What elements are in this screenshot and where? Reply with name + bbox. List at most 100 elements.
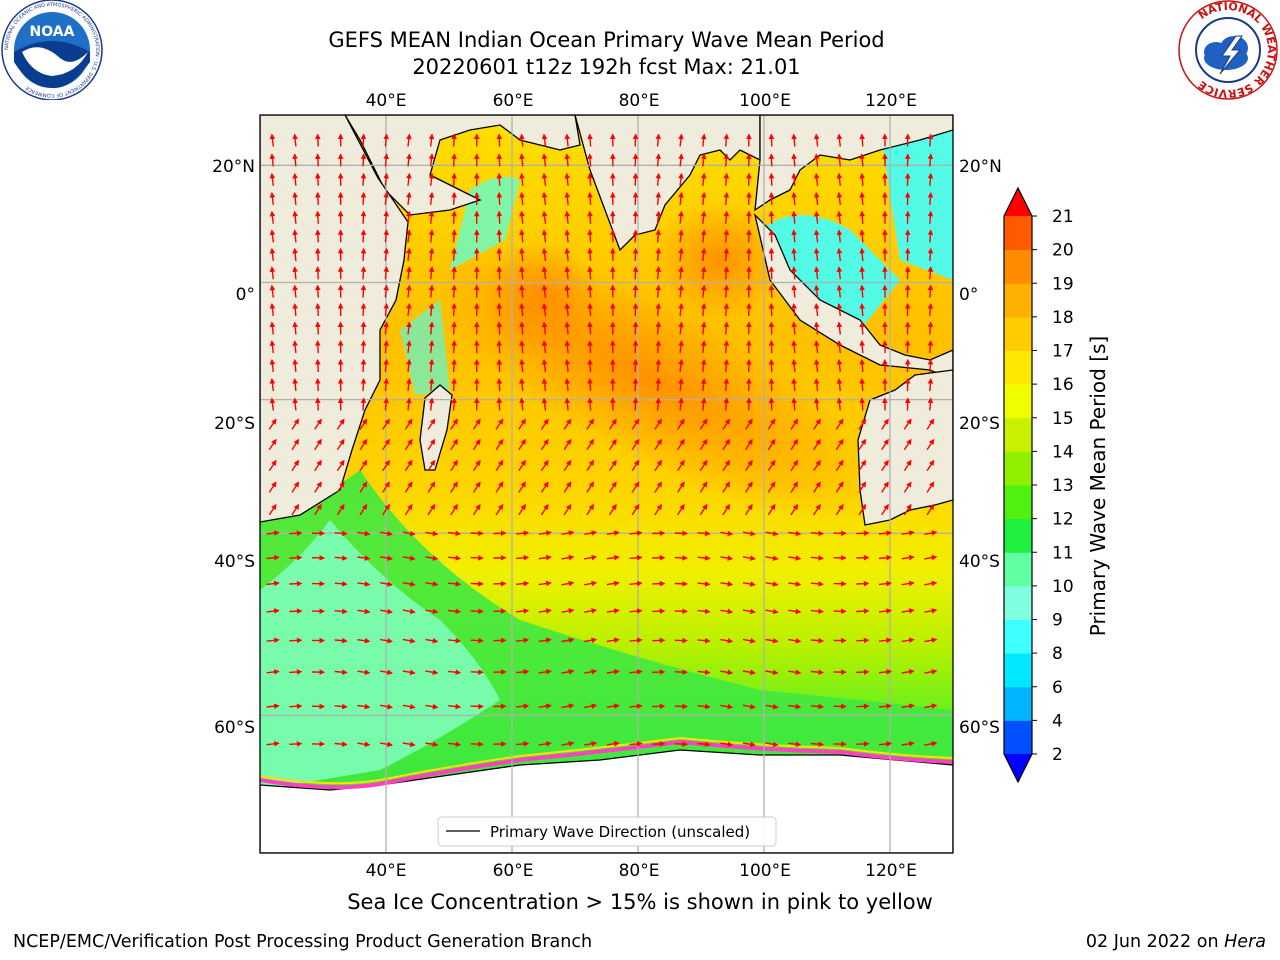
wave-arrow-440 bbox=[723, 397, 730, 411]
wave-arrow-224 bbox=[587, 266, 593, 280]
wave-arrow-235 bbox=[836, 266, 843, 280]
wave-arrow-638 bbox=[448, 555, 462, 561]
wave-arrow-672 bbox=[538, 580, 552, 587]
wave-arrow-325 bbox=[836, 321, 843, 335]
wave-arrow-354 bbox=[813, 340, 820, 354]
wave-arrow-172 bbox=[768, 229, 775, 243]
wave-arrow-431 bbox=[519, 397, 525, 411]
wave-arrow-136 bbox=[632, 210, 639, 224]
wave-arrow-173 bbox=[791, 229, 797, 243]
wave-arrow-826 bbox=[629, 741, 643, 747]
colorbar-tick-label-3: 8 bbox=[1052, 644, 1063, 664]
wave-arrow-477 bbox=[881, 418, 889, 430]
wave-arrow-18 bbox=[678, 133, 684, 147]
wave-arrow-295 bbox=[836, 302, 843, 317]
wave-arrow-829 bbox=[697, 741, 711, 747]
wave-arrow-788 bbox=[448, 703, 462, 710]
wave-arrow-91 bbox=[292, 191, 298, 205]
wave-arrow-269 bbox=[927, 284, 934, 298]
wave-arrow-257 bbox=[655, 284, 662, 298]
wave-arrow-614 bbox=[584, 530, 598, 536]
wave-arrow-131 bbox=[519, 210, 525, 224]
wave-arrow-6 bbox=[406, 133, 412, 147]
lat-label-left-20s: 20°S bbox=[214, 414, 255, 434]
wave-arrow-73 bbox=[564, 172, 571, 186]
wave-arrow-766 bbox=[629, 669, 643, 675]
wave-arrow-106 bbox=[632, 191, 639, 206]
wave-arrow-444 bbox=[813, 397, 820, 411]
wave-arrow-361 bbox=[292, 358, 298, 372]
wave-arrow-53 bbox=[791, 153, 797, 167]
wave-arrow-349 bbox=[700, 340, 707, 354]
wave-arrow-322 bbox=[768, 321, 775, 335]
wave-arrow-688 bbox=[901, 580, 915, 587]
wave-arrow-839 bbox=[924, 741, 938, 747]
wave-arrow-747 bbox=[878, 637, 893, 644]
wave-arrow-346 bbox=[632, 340, 639, 354]
wave-arrow-415 bbox=[836, 377, 843, 392]
wave-arrow-804 bbox=[810, 703, 825, 710]
wave-arrow-810 bbox=[266, 741, 280, 747]
wave-arrow-215 bbox=[383, 266, 389, 280]
wave-arrow-704 bbox=[584, 608, 598, 614]
wave-arrow-802 bbox=[765, 703, 779, 710]
wave-arrow-556 bbox=[631, 481, 640, 493]
wave-arrow-80 bbox=[723, 172, 730, 186]
wave-arrow-229 bbox=[700, 266, 707, 280]
wave-arrow-758 bbox=[448, 669, 462, 675]
wave-arrow-196 bbox=[632, 247, 639, 261]
lon-label-bottom-120: 120°E bbox=[865, 861, 917, 881]
wave-arrow-573 bbox=[336, 503, 345, 516]
wave-arrow-404 bbox=[587, 377, 593, 392]
wave-arrow-232 bbox=[768, 266, 775, 280]
wave-arrow-192 bbox=[541, 247, 548, 261]
wave-arrow-430 bbox=[496, 397, 503, 411]
wave-arrow-606 bbox=[402, 530, 416, 537]
wave-arrow-90 bbox=[269, 191, 276, 205]
wave-arrow-786 bbox=[402, 703, 416, 710]
colorbar-segment-12 bbox=[1004, 316, 1032, 351]
wave-arrow-613 bbox=[561, 530, 575, 536]
wave-arrow-478 bbox=[903, 418, 912, 430]
wave-arrow-549 bbox=[472, 481, 481, 493]
wave-arrow-450 bbox=[268, 418, 277, 430]
wave-arrow-278 bbox=[451, 302, 457, 317]
wave-arrow-184 bbox=[360, 247, 367, 261]
wave-arrow-546 bbox=[404, 481, 413, 493]
wave-arrow-817 bbox=[425, 741, 439, 747]
colorbar-segment-1 bbox=[1004, 686, 1032, 721]
wave-arrow-236 bbox=[859, 266, 865, 280]
wave-arrow-774 bbox=[810, 669, 825, 675]
wave-arrow-656 bbox=[856, 554, 870, 561]
wave-arrow-425 bbox=[383, 397, 389, 411]
wave-arrow-251 bbox=[519, 284, 525, 298]
wave-arrow-749 bbox=[924, 637, 938, 643]
wave-arrow-71 bbox=[519, 172, 525, 186]
wave-arrow-525 bbox=[608, 459, 617, 472]
wave-arrow-541 bbox=[291, 481, 300, 493]
wave-arrow-732 bbox=[538, 637, 552, 644]
wave-arrow-137 bbox=[655, 210, 662, 224]
wave-arrow-370 bbox=[496, 358, 503, 373]
wave-arrow-92 bbox=[315, 191, 321, 205]
lat-label-right-20n: 20°N bbox=[959, 157, 1002, 177]
wave-arrow-734 bbox=[584, 637, 598, 644]
wave-arrow-152 bbox=[315, 229, 321, 243]
wave-arrow-420 bbox=[269, 397, 276, 411]
wave-arrow-186 bbox=[406, 247, 412, 261]
wave-arrow-101 bbox=[519, 191, 525, 205]
wave-arrow-649 bbox=[697, 555, 711, 561]
wave-arrow-187 bbox=[428, 247, 435, 261]
wave-arrow-592 bbox=[767, 503, 776, 516]
wave-arrow-636 bbox=[402, 555, 416, 561]
wave-arrow-194 bbox=[587, 247, 593, 261]
wave-arrow-252 bbox=[541, 284, 548, 298]
wave-arrow-382 bbox=[768, 358, 775, 373]
wave-arrow-803 bbox=[788, 703, 802, 710]
wave-arrow-262 bbox=[768, 284, 775, 298]
wave-arrow-54 bbox=[813, 153, 820, 167]
wave-arrow-608 bbox=[448, 530, 462, 537]
wave-arrow-217 bbox=[428, 266, 435, 280]
wave-arrow-294 bbox=[813, 302, 820, 317]
wave-arrow-528 bbox=[677, 459, 685, 472]
